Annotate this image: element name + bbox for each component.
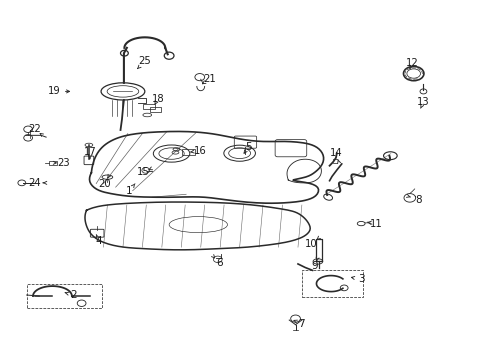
Text: 12: 12 [405,58,418,68]
Text: 23: 23 [57,158,70,168]
Bar [301,270,362,297]
Text: 6: 6 [216,258,222,268]
Text: 21: 21 [203,74,215,84]
Text: 5: 5 [244,142,251,152]
Text: 25: 25 [138,57,151,66]
Text: 17: 17 [83,147,96,157]
Text: 20: 20 [98,179,111,189]
Text: 18: 18 [151,94,164,104]
Text: 4: 4 [95,236,102,246]
Text: 11: 11 [368,219,382,229]
Text: 14: 14 [329,148,342,158]
Text: 13: 13 [416,97,429,107]
Text: 9: 9 [311,261,318,271]
Text: 10: 10 [305,239,317,249]
Text: 24: 24 [28,178,41,188]
Text: 22: 22 [28,124,41,134]
Text: 19: 19 [47,86,60,96]
Bar [27,284,102,308]
Text: 16: 16 [193,146,206,156]
Text: 1: 1 [125,186,132,197]
Text: 7: 7 [298,319,305,329]
Text: 15: 15 [137,167,149,177]
Text: 3: 3 [357,274,364,284]
Text: 2: 2 [70,290,77,300]
Text: 8: 8 [414,195,421,204]
